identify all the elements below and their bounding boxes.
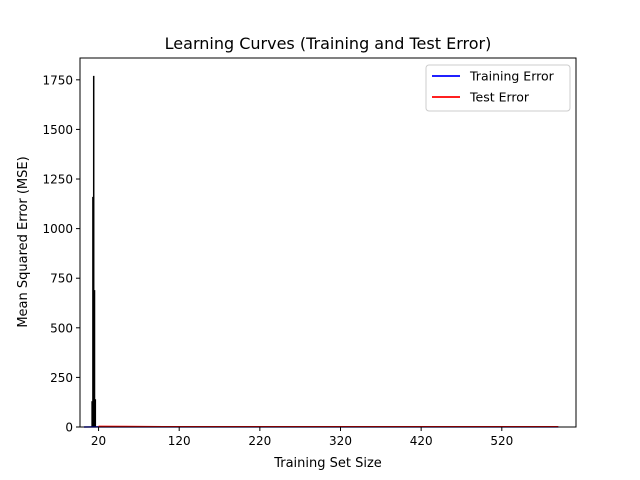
y-tick-label: 1000 xyxy=(42,222,73,236)
plot-area xyxy=(84,75,559,428)
y-axis-label: Mean Squared Error (MSE) xyxy=(16,156,31,327)
x-axis: 20 120 220 320 420 520 xyxy=(91,427,513,448)
y-tick-label: 500 xyxy=(50,321,73,335)
legend-label-test-error: Test Error xyxy=(469,90,530,105)
legend-label-training-error: Training Error xyxy=(469,69,555,84)
chart-title: Learning Curves (Training and Test Error… xyxy=(165,34,492,53)
y-axis: 0 250 500 750 1000 1250 1500 1750 xyxy=(42,73,80,435)
y-tick-label: 1250 xyxy=(42,173,73,187)
x-tick-label: 20 xyxy=(91,434,106,448)
x-tick-label: 120 xyxy=(168,434,191,448)
x-tick-label: 520 xyxy=(490,434,513,448)
x-tick-label: 320 xyxy=(329,434,352,448)
legend: Training Error Test Error xyxy=(425,64,571,112)
legend-box xyxy=(425,64,571,112)
x-tick-label: 420 xyxy=(410,434,433,448)
y-tick-label: 1500 xyxy=(42,123,73,137)
y-tick-label: 250 xyxy=(50,371,73,385)
plot-frame xyxy=(79,57,577,428)
y-tick-label: 0 xyxy=(65,421,73,435)
x-tick-label: 220 xyxy=(248,434,271,448)
y-tick-label: 1750 xyxy=(42,73,73,87)
y-tick-label: 750 xyxy=(50,272,73,286)
x-axis-label: Training Set Size xyxy=(273,456,382,471)
